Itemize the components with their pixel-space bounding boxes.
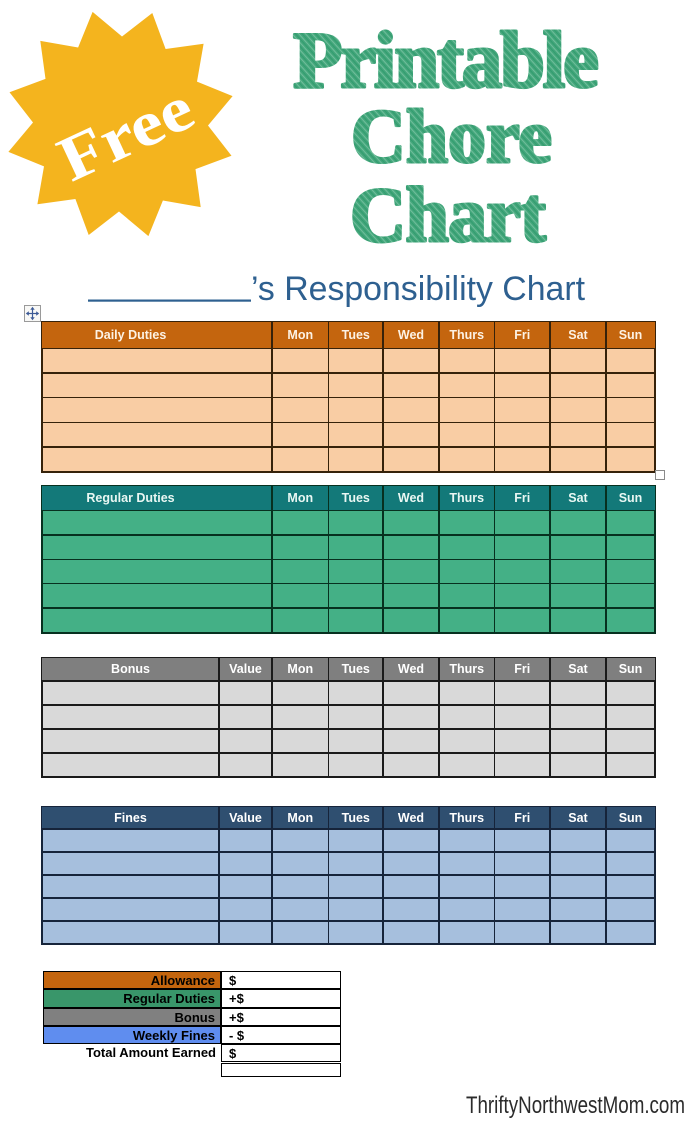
svg-text:’s Responsibility Chart: ’s Responsibility Chart <box>251 270 586 308</box>
svg-text:Chart: Chart <box>350 171 546 258</box>
svg-text:Chore: Chore <box>351 95 552 179</box>
svg-text:ThriftyNorthwestMom.com: ThriftyNorthwestMom.com <box>466 1092 685 1119</box>
svg-text:Printable: Printable <box>293 15 599 105</box>
